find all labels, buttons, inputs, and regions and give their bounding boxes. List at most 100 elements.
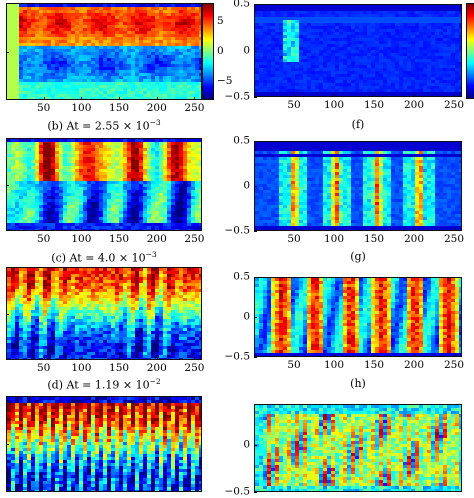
- heat-cell: [15, 91, 20, 95]
- heat-cell: [183, 55, 188, 59]
- heat-cell: [31, 346, 36, 350]
- heat-cell: [175, 142, 180, 146]
- heat-cell: [127, 76, 132, 80]
- heat-cell: [55, 334, 60, 338]
- x-tick-mark: [44, 228, 45, 231]
- heat-cell: [51, 310, 56, 314]
- heat-cell: [139, 187, 144, 191]
- heat-cell: [199, 187, 202, 191]
- heat-cell: [19, 151, 24, 155]
- heat-cell: [159, 289, 164, 293]
- heat-cell: [187, 34, 192, 38]
- heat-cell: [55, 22, 60, 26]
- heat-cell: [171, 331, 176, 335]
- heat-cell: [151, 172, 156, 176]
- heat-cell: [187, 196, 192, 200]
- heat-cell: [195, 316, 200, 320]
- heat-cell: [91, 76, 96, 80]
- heat-cell: [187, 289, 192, 293]
- heat-cell: [151, 166, 156, 170]
- heat-cell: [59, 211, 64, 215]
- heat-cell: [195, 163, 200, 167]
- heat-cell: [147, 16, 152, 20]
- x-tick-label: 100: [71, 234, 91, 245]
- heat-cell: [163, 19, 168, 23]
- heat-cell: [195, 31, 200, 35]
- heat-cell: [23, 148, 28, 152]
- heat-cell: [67, 193, 72, 197]
- heat-cell: [175, 49, 180, 53]
- heat-cell: [55, 307, 60, 311]
- heat-cell: [119, 184, 124, 188]
- heat-cell: [63, 70, 68, 74]
- heat-cell: [59, 7, 64, 11]
- heat-cell: [27, 82, 32, 86]
- heat-cell: [95, 172, 100, 176]
- heat-cell: [63, 322, 68, 326]
- heat-cell: [11, 403, 16, 407]
- heat-cell: [83, 202, 88, 206]
- heat-cell: [83, 280, 88, 284]
- heat-cell: [31, 334, 36, 338]
- heat-cell: [155, 301, 160, 305]
- heat-cell: [11, 208, 16, 212]
- heat-cell: [75, 313, 80, 317]
- heat-cell: [87, 280, 92, 284]
- heat-cell: [51, 346, 56, 350]
- heat-cell: [199, 319, 202, 323]
- heat-cell: [63, 82, 68, 86]
- heat-cell: [183, 337, 188, 341]
- heat-cell: [83, 88, 88, 92]
- heat-cell: [51, 295, 56, 299]
- heat-cell: [151, 412, 156, 416]
- heat-cell: [15, 178, 20, 182]
- heat-cell: [155, 211, 160, 215]
- heat-cell: [23, 4, 28, 8]
- heat-cell: [127, 13, 132, 17]
- heat-cell: [111, 40, 116, 44]
- heat-cell: [183, 43, 188, 47]
- heat-cell: [131, 43, 136, 47]
- heat-cell: [71, 343, 76, 347]
- heat-cell: [51, 217, 56, 221]
- heat-cell: [131, 61, 136, 65]
- heat-cell: [131, 142, 136, 146]
- heat-cell: [183, 292, 188, 296]
- heat-cell: [171, 31, 176, 35]
- heat-cell: [107, 343, 112, 347]
- heat-cell: [183, 325, 188, 329]
- heat-cell: [195, 142, 200, 146]
- heat-cell: [131, 310, 136, 314]
- heat-cell: [23, 73, 28, 77]
- heat-cell: [139, 304, 144, 308]
- heat-cell: [131, 214, 136, 218]
- heat-cell: [171, 4, 176, 8]
- heat-cell: [195, 28, 200, 32]
- heat-cell: [115, 400, 120, 404]
- heat-cell: [111, 409, 116, 413]
- heat-cell: [163, 313, 168, 317]
- heat-cell: [27, 64, 32, 68]
- heat-cell: [143, 88, 148, 92]
- heat-cell: [67, 355, 72, 359]
- heat-cell: [199, 274, 202, 278]
- heat-cell: [79, 271, 84, 275]
- heat-cell: [27, 94, 32, 98]
- heat-cell: [115, 328, 120, 332]
- heat-cell: [87, 226, 92, 230]
- heat-cell: [87, 313, 92, 317]
- heat-cell: [11, 85, 16, 89]
- heat-cell: [47, 142, 52, 146]
- heat-cell: [19, 61, 24, 65]
- heat-cell: [167, 163, 172, 167]
- heat-cell: [7, 223, 12, 227]
- heat-cell: [7, 55, 12, 59]
- heat-cell: [79, 205, 84, 209]
- heat-cell: [15, 199, 20, 203]
- heat-cell: [83, 268, 88, 272]
- heat-cell: [83, 223, 88, 227]
- heat-cell: [83, 352, 88, 356]
- heat-cell: [31, 310, 36, 314]
- heat-cell: [47, 163, 52, 167]
- heat-cell: [107, 352, 112, 356]
